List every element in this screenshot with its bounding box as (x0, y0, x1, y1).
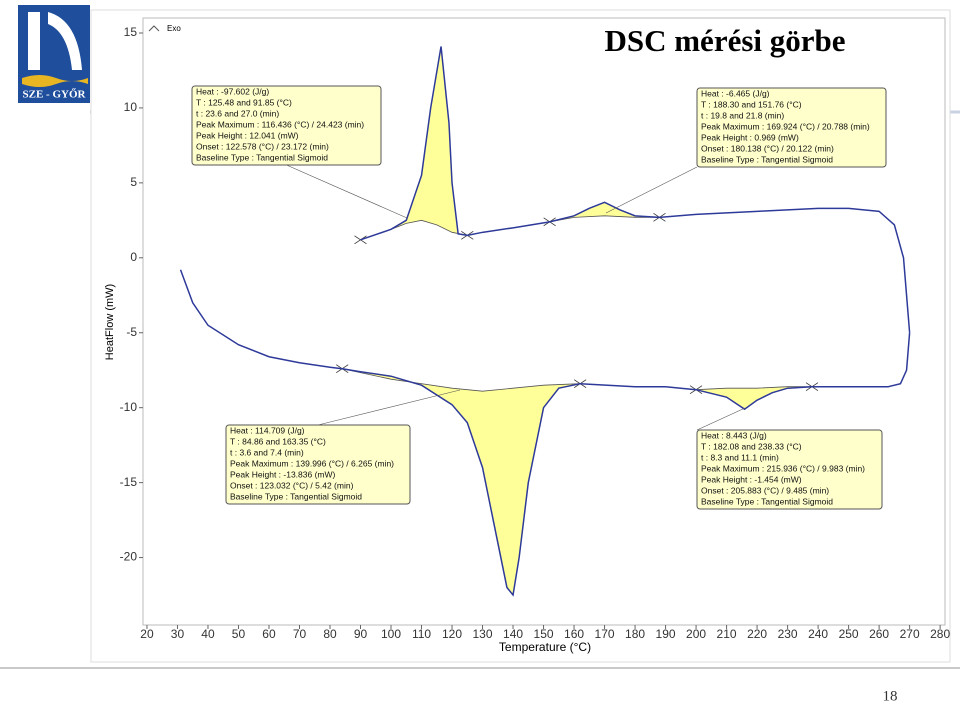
x-tick-label: 30 (171, 627, 185, 641)
x-tick-label: 140 (503, 627, 523, 641)
peak-area (360, 46, 468, 240)
y-tick-label: -10 (120, 400, 138, 414)
logo-text: SZE - GYŐR (23, 89, 87, 101)
y-tick-label: 15 (124, 25, 138, 39)
annotation-line: Peak Maximum : 169.924 (°C) / 20.788 (mi… (701, 121, 870, 131)
annotation-line: Peak Maximum : 116.436 (°C) / 24.423 (mi… (196, 119, 364, 129)
annotation-line: Peak Height : 12.041 (mW) (196, 130, 299, 140)
x-tick-label: 130 (473, 627, 493, 641)
y-tick-label: 0 (130, 250, 137, 264)
x-tick-label: 70 (293, 627, 307, 641)
heatflow-line (360, 46, 911, 333)
x-tick-label: 100 (381, 627, 401, 641)
x-tick-label: 230 (778, 627, 798, 641)
chart: -20 -15 -10 -5 0 5 10 15 20 30 40 50 60 70 80 90 100 110 1… (104, 17, 950, 654)
x-tick-label: 200 (686, 627, 706, 641)
x-tick-label: 110 (412, 627, 431, 641)
annotation-line: T : 125.48 and 91.85 (°C) (196, 97, 292, 107)
logo-wave (22, 75, 88, 87)
x-tick-label: 60 (262, 627, 276, 641)
x-tick-label: 240 (808, 627, 828, 641)
annotation-line: Baseline Type : Tangential Sigmoid (701, 154, 833, 164)
leader-line (286, 164, 408, 219)
annotation-line: Baseline Type : Tangential Sigmoid (196, 152, 328, 162)
x-tick-label: 280 (930, 627, 950, 641)
x-tick-label: 160 (564, 627, 584, 641)
annotation-line: Heat : -97.602 (J/g) (196, 86, 269, 96)
y-tick-label: -5 (126, 325, 137, 339)
x-tick-label: 260 (869, 627, 889, 641)
page-number: 18 (883, 688, 898, 704)
exo-label: Exo (167, 24, 181, 33)
annotation-line: Peak Height : -13.836 (mW) (230, 469, 336, 479)
annotation-box (696, 429, 883, 510)
annotation-box (696, 87, 887, 168)
heatflow-line (179, 269, 911, 597)
annotation-line: Peak Height : 0.969 (mW) (701, 132, 799, 142)
x-tick-label: 210 (717, 627, 737, 641)
annotation-line: Heat : 114.709 (J/g) (230, 425, 305, 435)
x-tick-label: 90 (354, 627, 368, 641)
annotation-line: t : 3.6 and 7.4 (min) (230, 447, 304, 457)
leader-line (696, 407, 746, 431)
annotation-line: Heat : 8.443 (J/g) (701, 430, 767, 440)
y-tick-label: 5 (130, 175, 137, 189)
baseline (696, 386, 812, 391)
x-tick-label: 190 (656, 627, 676, 641)
x-tick-label: 120 (442, 627, 462, 641)
x-tick-label: 80 (323, 627, 337, 641)
annotation-line: Onset : 205.883 (°C) / 9.485 (min) (701, 485, 829, 495)
annotation-line: Heat : -6.465 (J/g) (701, 88, 770, 98)
peak-area (696, 386, 812, 410)
annotation-line: T : 84.86 and 163.35 (°C) (230, 436, 326, 446)
annotation-line: Onset : 122.578 (°C) / 23.172 (min) (196, 141, 329, 151)
logo-shape (28, 12, 82, 70)
annotation-line: T : 188.30 and 151.76 (°C) (701, 99, 802, 109)
y-tick-label: -15 (120, 475, 138, 489)
x-tick-label: 180 (625, 627, 645, 641)
leader-line (317, 389, 461, 426)
y-tick-label: -20 (120, 550, 138, 564)
leader-line (605, 166, 698, 214)
annotation-line: t : 19.8 and 21.8 (min) (701, 110, 784, 120)
baseline (342, 368, 581, 392)
y-axis-label: HeatFlow (mW) (104, 284, 116, 360)
annotation-line: Baseline Type : Tangential Sigmoid (230, 491, 362, 501)
annotation-line: Peak Maximum : 215.936 (°C) / 9.983 (min… (701, 463, 865, 473)
x-axis-label: Temperature (°C) (499, 640, 591, 654)
x-tick-label: 220 (747, 627, 767, 641)
annotation-line: Baseline Type : Tangential Sigmoid (701, 496, 833, 506)
exo-arrow (148, 25, 160, 32)
y-tick-label: 10 (124, 100, 138, 114)
x-tick-label: 40 (201, 627, 215, 641)
x-tick-label: 170 (595, 627, 615, 641)
annotation-line: T : 182.08 and 238.33 (°C) (701, 441, 802, 451)
annotation-line: t : 23.6 and 27.0 (min) (196, 108, 279, 118)
annotation-line: t : 8.3 and 11.1 (min) (701, 452, 779, 462)
annotation-box (191, 85, 382, 166)
baseline (549, 215, 660, 223)
x-tick-label: 250 (839, 627, 859, 641)
x-tick-label: 150 (534, 627, 554, 641)
peak-area (342, 368, 581, 596)
annotation-line: Peak Maximum : 139.996 (°C) / 6.265 (min… (230, 458, 394, 468)
x-tick-label: 50 (232, 627, 246, 641)
slide-title: DSC mérési görbe (604, 23, 845, 58)
x-tick-label: 20 (140, 627, 154, 641)
annotation-line: Onset : 123.032 (°C) / 5.42 (min) (230, 480, 354, 490)
annotation-box (225, 424, 411, 505)
annotation-line: Peak Height : -1.454 (mW) (701, 474, 802, 484)
x-tick-label: 270 (900, 627, 920, 641)
annotation-line: Onset : 180.138 (°C) / 20.122 (min) (701, 143, 834, 153)
